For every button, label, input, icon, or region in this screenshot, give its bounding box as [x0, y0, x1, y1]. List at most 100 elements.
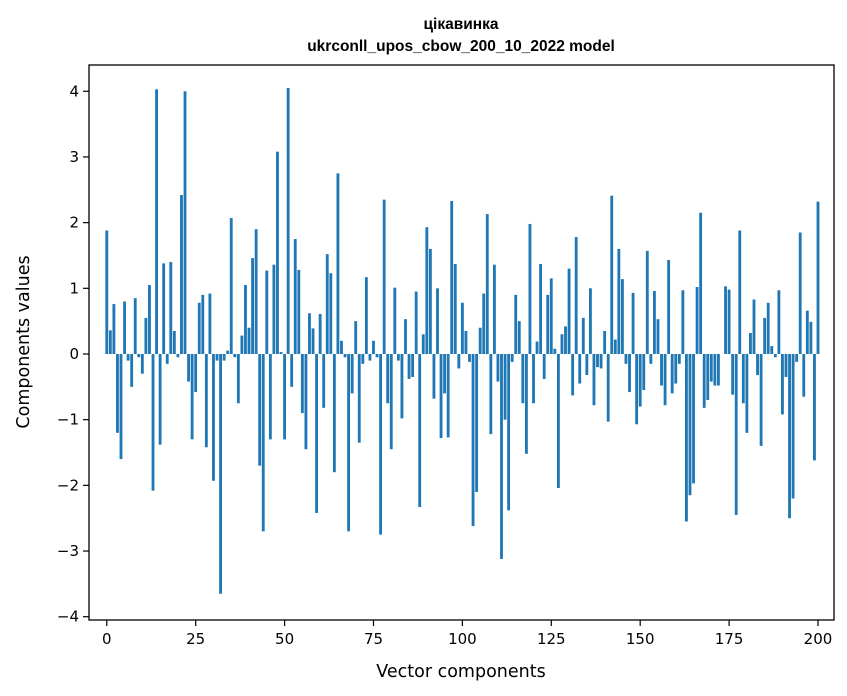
y-tick-label: −2 — [57, 476, 79, 494]
bar-112 — [503, 353, 507, 420]
bar-11 — [144, 317, 148, 354]
bar-47 — [272, 264, 276, 354]
bar-148 — [631, 292, 635, 354]
bar-117 — [521, 353, 525, 404]
bar-45 — [265, 270, 269, 354]
y-tick-label: 4 — [69, 82, 79, 100]
bar-53 — [293, 239, 297, 354]
x-tick-label: 75 — [364, 630, 383, 648]
bar-106 — [482, 293, 486, 354]
bar-166 — [695, 287, 699, 354]
bar-156 — [660, 353, 663, 386]
bar-70 — [354, 321, 358, 354]
bar-37 — [236, 353, 240, 404]
bar-48 — [276, 151, 279, 354]
bar-146 — [624, 353, 628, 364]
bar-65 — [336, 173, 340, 354]
bar-31 — [215, 353, 219, 361]
bar-121 — [535, 341, 539, 354]
bar-141 — [606, 353, 610, 422]
bar-25 — [194, 353, 198, 393]
bar-38 — [240, 335, 244, 354]
bar-71 — [357, 353, 361, 443]
bar-138 — [596, 353, 599, 368]
bar-86 — [411, 353, 415, 377]
bar-75 — [372, 340, 375, 354]
bar-188 — [773, 353, 777, 358]
bar-97 — [450, 200, 454, 354]
bar-36 — [233, 353, 237, 358]
bar-35 — [229, 218, 233, 354]
bar-158 — [667, 260, 671, 354]
bar-187 — [770, 346, 774, 354]
x-tick-label: 50 — [275, 630, 294, 648]
bar-26 — [197, 302, 201, 354]
y-tick-label: −3 — [57, 542, 79, 560]
bar-88 — [418, 353, 422, 508]
bar-111 — [500, 353, 503, 559]
x-tick-label: 200 — [804, 630, 833, 648]
bar-63 — [329, 273, 333, 354]
bar-90 — [425, 227, 429, 354]
plot-frame — [88, 64, 835, 621]
bar-14 — [155, 89, 158, 354]
bar-200 — [816, 201, 820, 354]
x-tick-label: 175 — [715, 630, 744, 648]
bar-79 — [386, 353, 390, 404]
bar-150 — [638, 353, 642, 407]
bar-174 — [724, 286, 727, 354]
bar-170 — [709, 353, 713, 382]
y-tick-label: 1 — [69, 279, 79, 297]
bar-16 — [162, 263, 166, 354]
bar-149 — [635, 353, 639, 425]
bar-30 — [212, 353, 215, 481]
x-tick-label: 100 — [448, 630, 477, 648]
bar-184 — [759, 353, 763, 446]
bar-196 — [802, 353, 806, 397]
bar-1 — [108, 330, 112, 354]
bar-52 — [290, 353, 294, 387]
chart-subtitle: ukrconll_upos_cbow_200_10_2022 model — [307, 38, 615, 55]
bar-154 — [653, 290, 656, 354]
bar-59 — [315, 353, 319, 513]
bar-194 — [795, 353, 799, 362]
bar-15 — [158, 353, 162, 445]
bar-109 — [492, 264, 496, 354]
bar-118 — [524, 353, 528, 454]
bar-114 — [510, 353, 514, 362]
bar-163 — [685, 353, 688, 522]
x-tick-label: 25 — [186, 630, 205, 648]
bar-185 — [763, 317, 767, 354]
bar-76 — [375, 353, 379, 358]
bar-49 — [279, 352, 283, 354]
bar-162 — [681, 290, 685, 354]
bar-22 — [183, 91, 187, 354]
bar-44 — [261, 353, 265, 532]
bar-191 — [784, 353, 788, 377]
bar-108 — [489, 353, 493, 435]
bar-123 — [542, 353, 546, 379]
x-axis: 0 25 50 75 100 125 150 175 200 — [102, 620, 832, 648]
bar-92 — [432, 353, 436, 399]
bar-140 — [603, 331, 607, 354]
bar-40 — [247, 327, 251, 354]
bar-129 — [564, 326, 567, 354]
bar-17 — [165, 353, 169, 364]
bar-95 — [443, 353, 447, 394]
bar-113 — [507, 353, 511, 511]
bar-128 — [560, 334, 564, 354]
bar-27 — [201, 294, 205, 354]
bar-89 — [421, 334, 425, 354]
bar-161 — [677, 353, 681, 364]
x-tick-label: 0 — [102, 630, 112, 648]
bar-6 — [126, 353, 130, 361]
bar-58 — [311, 328, 315, 354]
bar-96 — [446, 353, 450, 438]
bar-169 — [706, 353, 710, 400]
bar-107 — [485, 214, 489, 354]
bar-136 — [588, 288, 592, 354]
bar-103 — [471, 353, 475, 527]
bar-78 — [382, 199, 386, 354]
bar-193 — [791, 353, 795, 499]
bar-32 — [219, 353, 222, 594]
